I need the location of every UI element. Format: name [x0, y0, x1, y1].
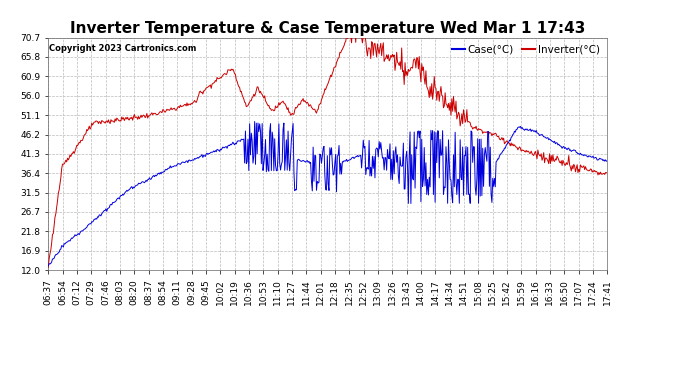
Title: Inverter Temperature & Case Temperature Wed Mar 1 17:43: Inverter Temperature & Case Temperature … [70, 21, 585, 36]
Legend: Case(°C), Inverter(°C): Case(°C), Inverter(°C) [450, 43, 602, 57]
Text: Copyright 2023 Cartronics.com: Copyright 2023 Cartronics.com [50, 45, 197, 54]
